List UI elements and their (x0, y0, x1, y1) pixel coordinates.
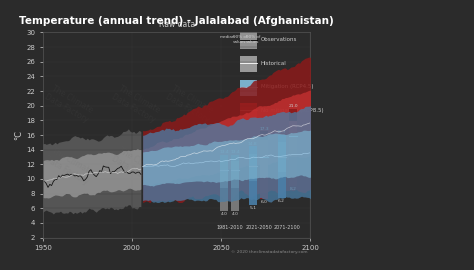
Text: The Climate
Data Factory: The Climate Data Factory (44, 145, 95, 186)
Text: Raw data: Raw data (158, 20, 195, 29)
Bar (239, 80, 257, 96)
Text: Mitigation (RCP4.5): Mitigation (RCP4.5) (261, 84, 313, 89)
Text: 90% of
values: 90% of values (246, 35, 261, 44)
Text: The Climate
Data Factory: The Climate Data Factory (164, 145, 216, 186)
Text: Observations: Observations (261, 37, 297, 42)
Y-axis label: °C: °C (14, 130, 23, 140)
Title: Temperature (annual trend) - Jalalabad (Afghanistan): Temperature (annual trend) - Jalalabad (… (19, 16, 334, 26)
Text: No mitigation (RCP8.5): No mitigation (RCP8.5) (261, 108, 324, 113)
Text: 90% of
values: 90% of values (233, 35, 247, 44)
Text: The Climate
Data Factory: The Climate Data Factory (164, 84, 216, 125)
Text: The Climate
Data Factory: The Climate Data Factory (110, 84, 163, 125)
Bar (239, 103, 257, 120)
Text: The Climate
Data Factory: The Climate Data Factory (110, 145, 163, 186)
Text: Historical: Historical (261, 61, 287, 66)
Text: © 2020 theclimatadatafactory.com: © 2020 theclimatadatafactory.com (231, 250, 308, 254)
Text: median: median (219, 35, 235, 39)
Bar (239, 32, 257, 49)
Bar (239, 56, 257, 72)
Text: The Climate
Data Factory: The Climate Data Factory (44, 84, 95, 125)
